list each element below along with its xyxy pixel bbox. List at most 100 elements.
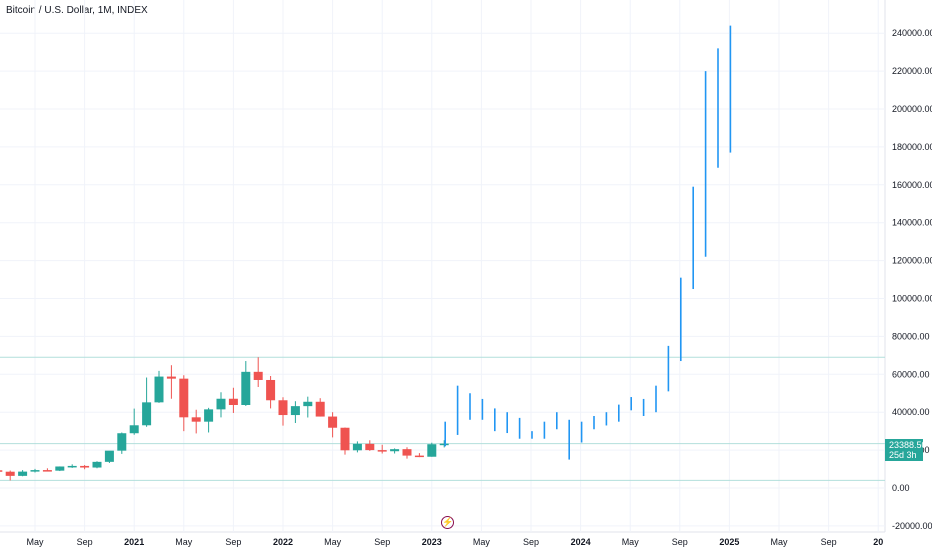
candle — [228, 387, 238, 413]
candle-body — [80, 465, 90, 468]
candle — [303, 396, 313, 418]
candle — [55, 466, 65, 472]
candle — [67, 464, 77, 468]
candle — [117, 432, 127, 454]
candle — [204, 407, 214, 433]
candle-body — [315, 401, 325, 417]
candle — [278, 397, 288, 426]
candle-body — [154, 376, 164, 403]
candle-body — [340, 427, 350, 451]
candle — [290, 401, 300, 424]
price-axis[interactable]: 240000.00 220000.00 200000.00 180000.00 1600… — [892, 28, 932, 531]
candle — [266, 376, 276, 409]
x-tick-label: Sep — [77, 537, 93, 547]
candle — [191, 409, 201, 434]
candle — [42, 468, 52, 472]
y-tick-label: 220000.00 — [892, 66, 932, 76]
y-tick-label: 160000.00 — [892, 180, 932, 190]
candle-body — [104, 450, 114, 462]
y-tick-label: 120000.00 — [892, 256, 932, 266]
x-tick-label: Sep — [672, 537, 688, 547]
candle — [315, 398, 325, 417]
candle-body — [377, 450, 387, 452]
candle-body — [117, 433, 127, 451]
x-tick-label: 2023 — [422, 537, 442, 547]
candle — [216, 392, 226, 418]
candle-body — [241, 371, 251, 405]
candle-body — [191, 417, 201, 422]
candle-body — [216, 398, 226, 410]
candle — [166, 365, 176, 399]
x-tick-label: May — [324, 537, 342, 547]
x-tick-label: May — [175, 537, 193, 547]
candle — [142, 377, 152, 427]
x-tick-label: 20 — [873, 537, 883, 547]
candle-body — [67, 465, 77, 468]
candle — [390, 448, 400, 454]
candle — [104, 450, 114, 463]
time-axis[interactable]: May Sep 2021 May Sep 2022 May Sep 2023 May Sep 2024… — [26, 537, 883, 547]
candle-body — [266, 379, 276, 401]
y-tick-label: 100000.00 — [892, 294, 932, 304]
y-tick-label: 200000.00 — [892, 104, 932, 114]
y-tick-label: -20000.00 — [892, 521, 932, 531]
countdown-value: 25d 3h — [889, 450, 917, 460]
candle — [377, 444, 387, 454]
candle-body — [129, 425, 139, 434]
candle — [129, 408, 139, 435]
x-tick-label: 2022 — [273, 537, 293, 547]
candle-body — [5, 471, 15, 476]
x-tick-label: May — [473, 537, 491, 547]
candle — [328, 412, 338, 438]
y-tick-label: 240000.00 — [892, 28, 932, 38]
x-tick-label: Sep — [523, 537, 539, 547]
candle-body — [402, 449, 412, 456]
candle-body — [92, 461, 102, 468]
candle-body — [427, 444, 437, 457]
candle — [241, 361, 251, 406]
candle — [253, 357, 263, 387]
candle-body — [179, 378, 189, 418]
candle — [30, 468, 40, 473]
candle-body — [439, 443, 449, 446]
y-tick-label: 180000.00 — [892, 142, 932, 152]
candle — [402, 447, 412, 459]
candle-body — [166, 376, 176, 379]
candle-body — [42, 470, 52, 472]
candle-body — [278, 400, 288, 416]
candle-body — [365, 443, 375, 451]
candle-body — [55, 466, 65, 471]
horizontal-lines — [0, 356, 885, 481]
last-price-label: 23388.50 25d 3h — [885, 439, 927, 461]
candle — [340, 427, 350, 455]
candle — [179, 375, 189, 432]
candle — [365, 440, 375, 451]
candle-body — [253, 371, 263, 380]
candle — [92, 461, 102, 469]
lightning-icon[interactable]: ⚡ — [441, 516, 454, 529]
x-tick-label: May — [26, 537, 44, 547]
candle-body — [30, 470, 40, 472]
candles-layer — [0, 357, 449, 481]
y-tick-label: 60000.00 — [892, 369, 930, 379]
y-tick-label: 80000.00 — [892, 331, 930, 341]
last-price-value: 23388.50 — [889, 440, 927, 450]
candle-body — [18, 471, 28, 476]
candle-body — [390, 449, 400, 452]
x-tick-label: Sep — [225, 537, 241, 547]
candle — [427, 442, 437, 457]
candle — [414, 453, 424, 458]
candle — [18, 470, 28, 477]
candle-body — [303, 401, 313, 407]
candle-body — [204, 409, 214, 422]
x-tick-label: 2025 — [719, 537, 739, 547]
y-tick-label: 40000.00 — [892, 407, 930, 417]
x-tick-label: May — [622, 537, 640, 547]
candle — [0, 470, 3, 472]
candle-body — [290, 406, 300, 416]
x-tick-label: 2021 — [124, 537, 144, 547]
candle-body — [414, 455, 424, 458]
x-tick-label: Sep — [821, 537, 837, 547]
x-tick-label: Sep — [374, 537, 390, 547]
